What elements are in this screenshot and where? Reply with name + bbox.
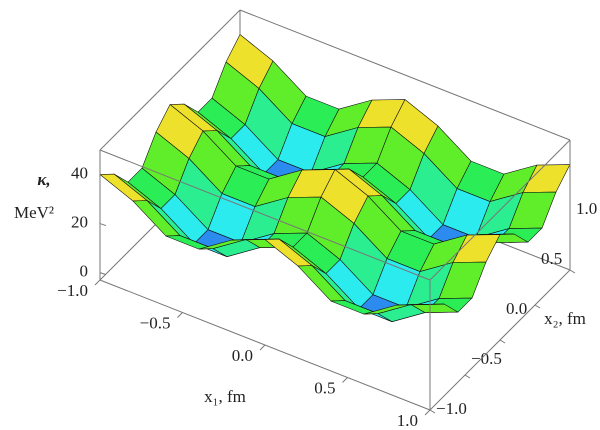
y-tick	[429, 409, 436, 414]
z-tick-label: 40	[71, 163, 88, 182]
z-tick	[99, 272, 107, 276]
y-tick	[534, 304, 541, 309]
y-tick	[464, 374, 471, 379]
x-tick	[342, 377, 348, 383]
x-axis-label: x₁, fm	[204, 387, 246, 406]
y-tick-label: 0.5	[541, 249, 562, 268]
y-axis-label: x₂, fm	[544, 309, 586, 328]
surface-patch	[396, 303, 445, 306]
x-tick-label: −1.0	[57, 281, 88, 300]
z-tick-label: 0	[80, 262, 89, 281]
x-tick	[424, 409, 431, 416]
x-tick	[259, 344, 266, 351]
y-tick-label: 0.0	[506, 299, 527, 318]
y-tick	[499, 339, 506, 344]
box-edge	[99, 149, 431, 281]
z-axis-label: κ,	[37, 170, 50, 189]
y-tick-label: 1.0	[576, 199, 597, 218]
x-tick-label: −0.5	[140, 313, 171, 332]
y-tick	[569, 269, 576, 274]
y-tick-label: −0.5	[471, 349, 502, 368]
y-tick-label: −1.0	[436, 399, 467, 418]
x-tick	[94, 279, 101, 286]
box-edge	[429, 269, 571, 411]
box-edge	[239, 9, 571, 141]
x-tick-label: 1.0	[397, 411, 418, 430]
x-tick-label: 0.5	[314, 378, 335, 397]
box-edge	[99, 9, 241, 151]
box-edge	[429, 139, 571, 281]
x-tick	[177, 312, 183, 318]
x-tick-label: 0.0	[232, 346, 253, 365]
z-axis-unit: MeV²	[14, 203, 54, 222]
z-tick	[99, 223, 107, 227]
z-tick-label: 20	[71, 212, 88, 231]
box-edge	[99, 279, 431, 411]
